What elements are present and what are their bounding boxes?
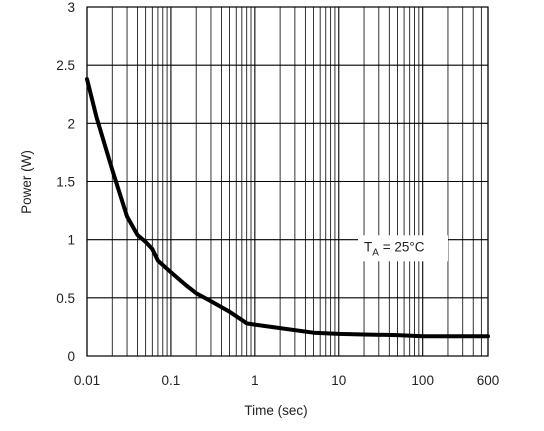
data-point bbox=[156, 259, 160, 263]
x-tick-label: 0.01 bbox=[74, 373, 100, 388]
tick-labels: 0.01 0.1 1 10 100 600 0 0.5 1 1.5 2 2.5 3 bbox=[56, 0, 499, 388]
x-tick-label: 0.1 bbox=[162, 373, 181, 388]
annotation-main: T bbox=[364, 239, 372, 254]
annotation-text: TA = 25°C bbox=[364, 239, 425, 258]
data-point bbox=[240, 318, 244, 322]
data-point bbox=[209, 299, 213, 303]
x-tick-label: 10 bbox=[331, 373, 346, 388]
y-tick-label: 3 bbox=[67, 0, 75, 15]
annotation-rest: = 25°C bbox=[379, 239, 425, 254]
y-tick-label: 0 bbox=[67, 349, 75, 364]
y-tick-label: 1.5 bbox=[56, 175, 75, 190]
data-point bbox=[278, 326, 282, 330]
x-tick-label: 1 bbox=[251, 373, 259, 388]
data-point bbox=[150, 247, 154, 251]
data-point bbox=[362, 333, 366, 336]
data-point bbox=[253, 323, 257, 327]
data-point bbox=[228, 310, 232, 314]
major-gridlines bbox=[86, 6, 489, 357]
data-point bbox=[395, 333, 399, 337]
series-layer bbox=[85, 77, 490, 339]
x-tick-label: 600 bbox=[477, 373, 500, 388]
temperature-annotation: TA = 25°C bbox=[358, 235, 449, 262]
x-axis-label: Time (sec) bbox=[244, 403, 307, 418]
data-point bbox=[184, 283, 188, 287]
data-point bbox=[194, 291, 198, 295]
plot-frame bbox=[86, 6, 489, 357]
data-point bbox=[169, 270, 173, 274]
data-point bbox=[110, 168, 114, 172]
y-tick-label: 2.5 bbox=[56, 58, 75, 73]
power-curve bbox=[85, 77, 490, 339]
y-tick-label: 1 bbox=[67, 233, 75, 248]
data-point bbox=[95, 116, 99, 119]
data-point bbox=[446, 334, 450, 338]
y-tick-label: 0.5 bbox=[56, 291, 75, 306]
data-point bbox=[337, 332, 341, 336]
x-tick-label: 100 bbox=[411, 373, 434, 388]
data-point bbox=[312, 331, 315, 335]
data-point bbox=[421, 334, 425, 338]
data-point bbox=[136, 233, 139, 237]
y-axis-label: Power (W) bbox=[19, 150, 34, 214]
data-point bbox=[144, 240, 148, 244]
data-point bbox=[125, 214, 129, 218]
annotation-subscript: A bbox=[372, 247, 379, 258]
annotation-background bbox=[358, 235, 449, 262]
y-tick-label: 2 bbox=[67, 116, 75, 131]
data-point bbox=[245, 321, 249, 325]
